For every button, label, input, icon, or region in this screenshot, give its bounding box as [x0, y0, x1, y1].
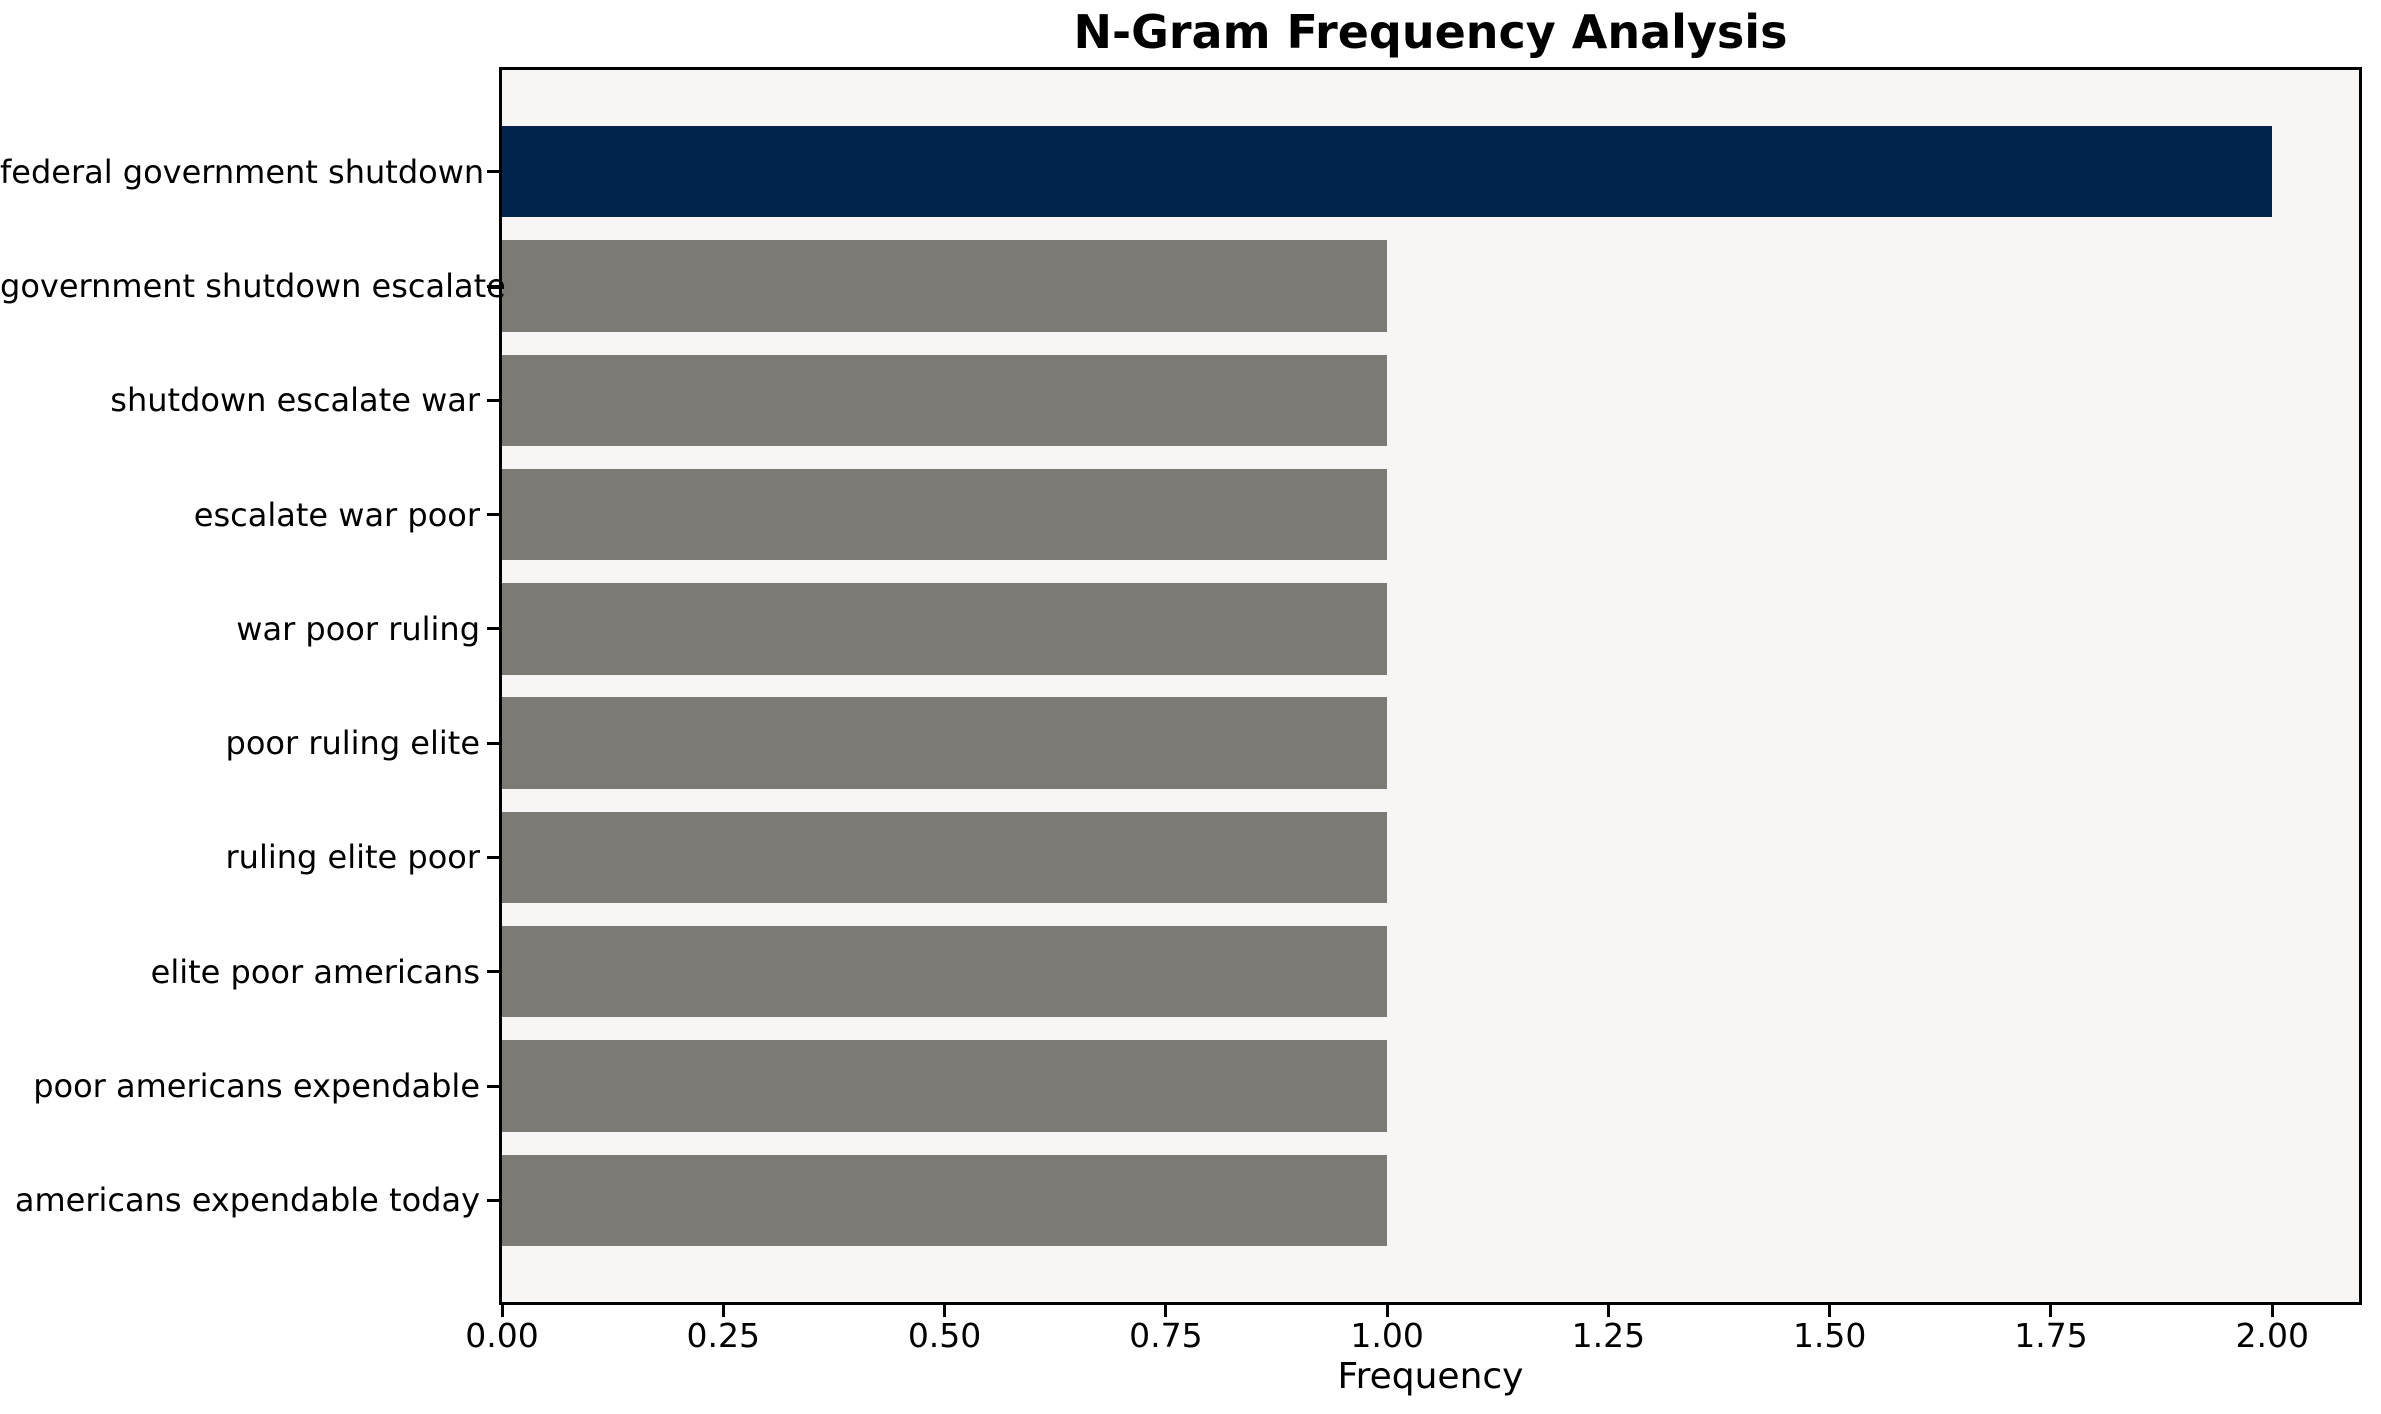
y-tick [487, 513, 499, 517]
y-tick [487, 741, 499, 745]
y-tick-label: escalate war poor [193, 495, 480, 534]
x-tick-label: 0.75 [1129, 1316, 1203, 1355]
y-tick-label: americans expendable today [14, 1181, 480, 1220]
x-tick [1164, 1305, 1168, 1317]
y-tick-label: war poor ruling [236, 609, 480, 648]
bars-container [502, 70, 2359, 1302]
y-tick [487, 398, 499, 402]
x-tick [2049, 1305, 2053, 1317]
y-tick-label: shutdown escalate war [110, 381, 480, 420]
y-tick [487, 1198, 499, 1202]
x-tick [1385, 1305, 1389, 1317]
y-tick [487, 170, 499, 174]
bar [502, 811, 1388, 904]
bar [502, 126, 2273, 218]
x-tick [943, 1305, 947, 1317]
bar [502, 1040, 1388, 1132]
bar [502, 697, 1388, 789]
chart-title: N-Gram Frequency Analysis [1073, 5, 1788, 59]
plot-area [499, 67, 2362, 1305]
y-tick-label: poor ruling elite [225, 724, 480, 763]
x-tick [500, 1305, 504, 1317]
bar [502, 240, 1388, 332]
x-tick-label: 1.25 [1571, 1316, 1646, 1355]
x-tick-label: 1.00 [1350, 1316, 1424, 1355]
bar [502, 926, 1388, 1018]
y-tick [487, 855, 499, 859]
y-tick-label: elite poor americans [150, 952, 480, 991]
x-tick-label: 0.50 [907, 1316, 982, 1355]
y-tick [487, 1084, 499, 1088]
x-tick [1828, 1305, 1832, 1317]
x-tick-label: 1.50 [1792, 1316, 1867, 1355]
y-tick [487, 627, 499, 631]
y-tick-label: poor americans expendable [33, 1067, 480, 1105]
y-tick-label: federal government shutdown [0, 152, 485, 191]
y-tick-label: ruling elite poor [225, 838, 480, 877]
x-tick-label: 2.00 [2235, 1316, 2309, 1355]
x-tick-label: 1.75 [2014, 1316, 2088, 1355]
x-tick [721, 1305, 725, 1317]
x-axis-label: Frequency [1337, 1356, 1524, 1397]
bar [502, 354, 1388, 446]
y-tick [487, 970, 499, 974]
x-tick-label: 0.00 [465, 1316, 539, 1355]
x-tick-label: 0.25 [686, 1316, 761, 1355]
bar [502, 583, 1388, 675]
y-tick-label: government shutdown escalate [0, 267, 506, 305]
x-tick [2270, 1305, 2274, 1317]
bar [502, 1154, 1388, 1246]
y-tick [487, 284, 499, 288]
x-tick [1606, 1305, 1610, 1317]
bar [502, 468, 1388, 561]
